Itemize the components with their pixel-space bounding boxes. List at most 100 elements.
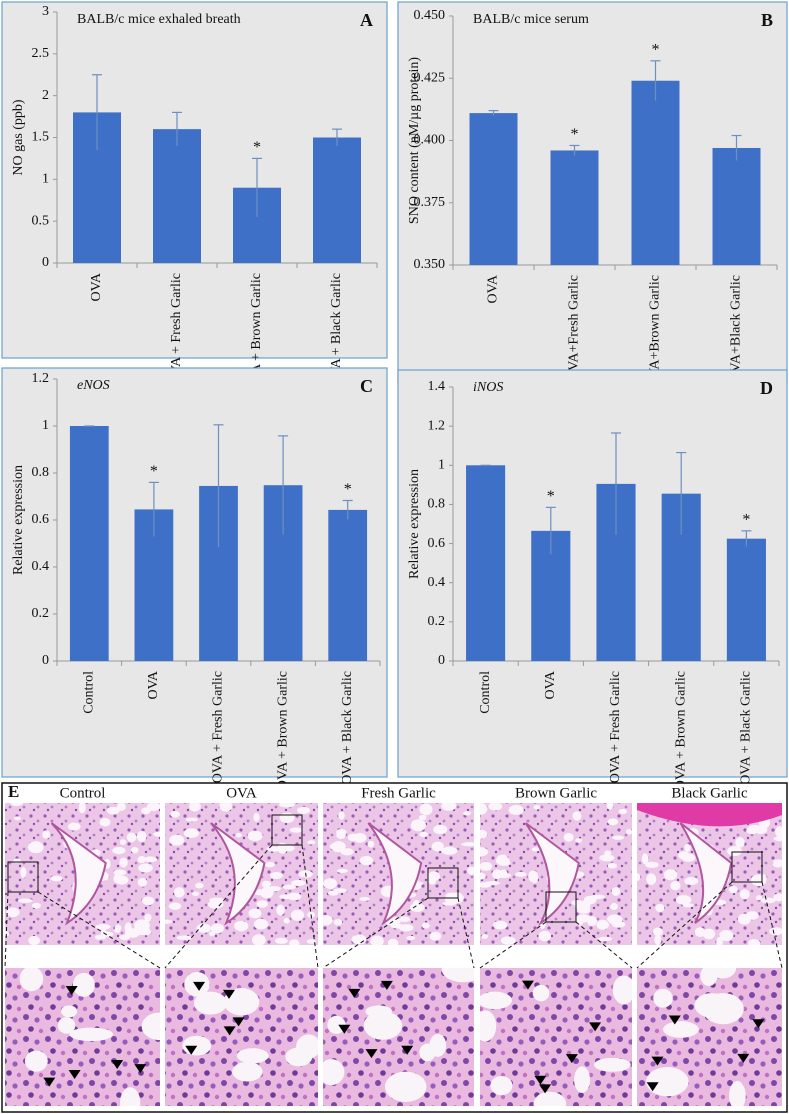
y-tick-label: 0 bbox=[42, 255, 49, 270]
micrograph-zoom bbox=[5, 968, 160, 1106]
airspace bbox=[290, 909, 305, 921]
airspace bbox=[739, 889, 750, 900]
error-bar bbox=[342, 499, 353, 520]
airspace bbox=[467, 866, 474, 875]
airspace bbox=[176, 935, 192, 940]
airspace bbox=[431, 841, 444, 852]
airspace bbox=[412, 899, 421, 912]
y-tick-label: 2 bbox=[42, 88, 49, 103]
bar bbox=[712, 147, 761, 265]
zoom-line bbox=[164, 844, 273, 969]
airspace bbox=[596, 919, 610, 930]
significance-marker: * bbox=[344, 481, 352, 498]
arrowhead bbox=[401, 1045, 414, 1055]
airspace bbox=[27, 841, 44, 854]
airspace bbox=[279, 812, 295, 823]
airspace bbox=[652, 927, 663, 937]
airspace bbox=[772, 861, 782, 868]
airspace bbox=[694, 927, 706, 938]
airspace bbox=[759, 874, 767, 883]
arrowhead bbox=[668, 1015, 681, 1025]
airspace bbox=[20, 866, 27, 879]
panel-label: D bbox=[760, 378, 773, 398]
y-tick-label: 0.6 bbox=[428, 536, 446, 551]
micrograph bbox=[323, 803, 474, 945]
airspace bbox=[137, 877, 148, 887]
airspace bbox=[234, 920, 249, 932]
airspace bbox=[747, 825, 763, 833]
inset-box bbox=[7, 861, 39, 893]
arrowhead bbox=[348, 988, 361, 998]
arrowhead bbox=[534, 1075, 547, 1085]
y-axis-label: Relative expression bbox=[11, 465, 26, 575]
airspace bbox=[398, 924, 414, 932]
airspace bbox=[119, 857, 128, 868]
arrowhead bbox=[539, 1084, 552, 1094]
airspace bbox=[421, 922, 430, 929]
arrowhead bbox=[232, 1017, 245, 1027]
airspace bbox=[500, 936, 516, 945]
airspace bbox=[480, 847, 489, 857]
airspace bbox=[654, 934, 662, 945]
x-tick-label: OVA+Black Garlic bbox=[729, 275, 744, 383]
error-bar bbox=[676, 451, 687, 535]
x-tick-label: OVA+Brown Garlic bbox=[648, 275, 663, 388]
zoom-line bbox=[322, 897, 429, 969]
airspace bbox=[370, 935, 384, 945]
arrowhead bbox=[223, 1026, 236, 1036]
airspace bbox=[728, 885, 738, 894]
inset-box bbox=[731, 851, 763, 883]
airspace bbox=[153, 831, 160, 837]
arrowhead bbox=[185, 1045, 198, 1055]
micrograph bbox=[637, 803, 782, 945]
arrowhead bbox=[43, 1077, 56, 1087]
airspace bbox=[289, 939, 300, 945]
airspace bbox=[6, 907, 20, 918]
airspace bbox=[253, 812, 260, 822]
panel-label: E bbox=[8, 782, 19, 801]
airspace bbox=[137, 855, 146, 864]
bar bbox=[550, 150, 599, 265]
arrowhead bbox=[752, 1019, 765, 1029]
airspace bbox=[441, 968, 474, 983]
airspace bbox=[384, 1071, 427, 1102]
airspace bbox=[24, 1050, 48, 1072]
airspace bbox=[719, 929, 734, 942]
chart-title: BALB/c mice exhaled breath bbox=[77, 12, 241, 27]
airspace bbox=[42, 830, 51, 839]
airspace bbox=[406, 935, 416, 941]
airspace bbox=[663, 1021, 699, 1038]
arrowhead bbox=[222, 989, 235, 999]
y-tick-label: 1.2 bbox=[428, 418, 446, 433]
inset-box bbox=[271, 814, 303, 846]
panel-e: E Control OVA Fresh Garlic Brown Garlic Blac… bbox=[1, 782, 788, 1113]
airspace bbox=[574, 1066, 591, 1094]
zoom-line bbox=[575, 921, 633, 969]
airspace bbox=[112, 846, 126, 855]
airspace bbox=[410, 819, 426, 832]
y-tick-label: 1.5 bbox=[32, 130, 50, 145]
y-tick-label: 0.6 bbox=[32, 512, 50, 527]
airspace bbox=[576, 916, 584, 926]
airspace bbox=[169, 834, 185, 846]
error-bar bbox=[172, 111, 182, 146]
airspace bbox=[353, 832, 367, 843]
airspace bbox=[484, 881, 500, 886]
airspace bbox=[223, 988, 260, 1016]
panel-label: C bbox=[360, 376, 373, 396]
x-tick-label: OVA + Fresh Garlic bbox=[211, 671, 226, 783]
x-tick-label: OVA+Fresh Garlic bbox=[567, 275, 582, 381]
airspace bbox=[480, 1010, 497, 1042]
micrograph-zoom bbox=[480, 968, 632, 1106]
airspace bbox=[78, 803, 86, 814]
airspace bbox=[124, 928, 141, 938]
airspace bbox=[607, 862, 618, 869]
micrograph-zoom bbox=[323, 968, 474, 1106]
airspace bbox=[69, 1027, 114, 1042]
micrograph-zoom bbox=[637, 968, 782, 1106]
bar bbox=[313, 137, 361, 263]
bar bbox=[469, 113, 518, 265]
chart-title: eNOS bbox=[77, 378, 110, 393]
airspace bbox=[252, 889, 267, 896]
airspace bbox=[196, 923, 212, 933]
